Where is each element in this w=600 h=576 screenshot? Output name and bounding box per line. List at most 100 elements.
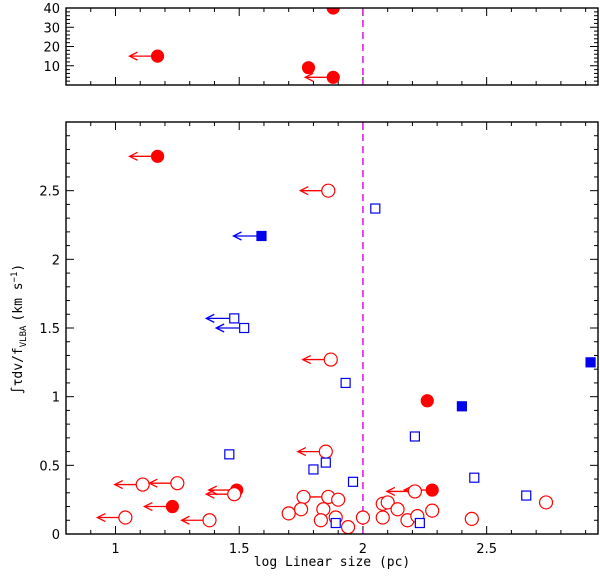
tick-labels: 1 1.5 2 2.5 10 20 30 40 0 0.5 1 1.5 2 2.5 [39, 2, 497, 557]
open-square-marker [224, 449, 235, 460]
open-circle-marker [538, 495, 554, 510]
data-point [390, 502, 405, 517]
limit-arrow-head [204, 489, 215, 499]
data-point [142, 499, 179, 514]
y-tick-label-bottom: 1 [52, 391, 60, 406]
open-circle-marker [425, 503, 440, 518]
data-point [303, 70, 340, 84]
data-point [370, 203, 381, 214]
limit-arrow-head [180, 515, 190, 525]
open-circle-marker [318, 444, 333, 459]
open-square-marker [320, 457, 331, 468]
data-point [409, 431, 420, 442]
limit-arrow-head [301, 355, 312, 365]
data-point [293, 502, 309, 517]
filled-circle-marker [420, 394, 434, 408]
y-tick-label-top: 40 [43, 2, 60, 17]
data-point [301, 352, 338, 367]
filled-circle-marker [301, 61, 316, 75]
filled-square-marker [256, 230, 267, 242]
limit-arrow-head [232, 231, 242, 241]
data-point [469, 472, 480, 483]
y-axis-label-unit-exponent: −1 [10, 272, 20, 283]
x-tick-label: 1.5 [229, 542, 250, 557]
open-square-marker [229, 313, 240, 324]
data-point [147, 476, 185, 491]
data-point [296, 489, 311, 505]
open-circle-marker [313, 513, 328, 528]
open-circle-marker [323, 352, 338, 367]
limit-arrow-head [204, 313, 215, 323]
limit-arrow-head [128, 151, 138, 161]
filled-circle-marker [165, 499, 179, 514]
open-circle-marker [293, 502, 309, 517]
data-point [296, 444, 333, 459]
limit-arrow-head [128, 51, 138, 61]
open-circle-marker [321, 183, 336, 198]
data-point [521, 490, 532, 501]
limit-arrow-head [296, 447, 307, 457]
data-point [308, 464, 319, 475]
data-point [414, 517, 425, 529]
limit-arrow-head [214, 323, 225, 333]
open-circle-marker [202, 513, 217, 528]
data-point [232, 230, 267, 242]
open-square-marker [330, 517, 341, 529]
data-point [330, 517, 341, 529]
limit-arrow-head [142, 501, 153, 512]
filled-circle-marker [326, 8, 340, 15]
open-square-marker [414, 517, 425, 529]
data-point [385, 484, 422, 499]
y-axis-label: ∫τdv/fVLBA (km s−1) [10, 264, 29, 394]
open-square-marker [409, 431, 420, 442]
data-point [281, 506, 296, 521]
filled-square-marker [456, 401, 468, 412]
open-square-marker [347, 476, 359, 487]
limit-arrow-head [385, 486, 396, 497]
open-circle-marker [375, 510, 390, 525]
data-point [313, 513, 328, 528]
data-point [214, 322, 250, 334]
data-point [180, 513, 217, 528]
open-square-marker [521, 490, 532, 501]
filled-square-marker [585, 357, 596, 368]
open-circle-marker [407, 484, 422, 499]
data-point [420, 394, 434, 408]
filled-circle-marker [326, 70, 340, 84]
open-circle-marker [281, 506, 296, 521]
open-circle-marker [390, 502, 405, 517]
open-square-marker [308, 464, 319, 475]
data-point [380, 495, 395, 510]
data-point [340, 377, 351, 389]
y-tick-label-bottom: 0 [52, 528, 60, 543]
open-square-marker [370, 203, 381, 214]
y-tick-label-top: 10 [43, 60, 60, 75]
y-axis-label-main: ∫τdv/f [10, 347, 26, 394]
tick-marks [65, 7, 598, 535]
open-circle-marker [170, 476, 185, 491]
open-square-marker [239, 322, 250, 334]
x-tick-label: 2 [359, 542, 367, 557]
data-point [326, 8, 340, 15]
data-point [301, 61, 316, 75]
open-circle-marker [296, 489, 311, 505]
data-point [331, 492, 346, 507]
y-axis-label-unit-close: ) [11, 264, 26, 272]
data-point [456, 401, 468, 412]
data-point [585, 357, 596, 368]
y-tick-label-bottom: 2.5 [39, 185, 60, 200]
filled-circle-marker [150, 49, 165, 63]
x-tick-label: 2.5 [476, 542, 497, 557]
top-panel-frame [65, 7, 599, 86]
limit-arrow-head [303, 72, 314, 82]
y-tick-label-bottom: 1.5 [39, 322, 60, 337]
open-circle-marker [331, 492, 346, 507]
data-point [204, 487, 242, 502]
data-point [320, 457, 331, 468]
limit-arrow-head [147, 478, 158, 488]
data-point [298, 183, 336, 198]
y-axis-label-unit: (km s [11, 282, 26, 321]
limit-arrow-head [298, 186, 309, 196]
y-tick-label-top: 30 [43, 21, 60, 36]
